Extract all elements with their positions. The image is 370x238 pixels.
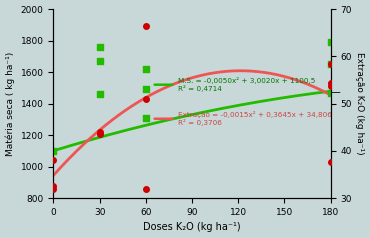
Point — [143, 25, 149, 28]
Point — [50, 159, 56, 162]
Point — [328, 40, 334, 44]
Point — [97, 132, 102, 135]
Point — [328, 84, 334, 88]
Point — [50, 184, 56, 188]
X-axis label: Doses K₂O (kg ha⁻¹): Doses K₂O (kg ha⁻¹) — [143, 223, 241, 233]
Point — [143, 88, 149, 91]
Point — [143, 67, 149, 71]
Point — [328, 62, 334, 66]
Y-axis label: Extração K₂O (kg ha⁻¹): Extração K₂O (kg ha⁻¹) — [356, 52, 364, 155]
Text: M.S. = -0,0050x² + 3,0020x + 1100,5
R² = 0,4714: M.S. = -0,0050x² + 3,0020x + 1100,5 R² =… — [178, 77, 316, 92]
Point — [50, 149, 56, 153]
Text: —: — — [331, 87, 340, 97]
Point — [328, 91, 334, 94]
Point — [328, 62, 334, 66]
Text: Extração = -0,0015x² + 0,3645x + 34,806
R² = 0,3706: Extração = -0,0015x² + 0,3645x + 34,806 … — [178, 111, 332, 126]
Point — [97, 45, 102, 49]
Point — [328, 160, 334, 164]
Point — [143, 97, 149, 101]
Point — [328, 81, 334, 85]
Point — [97, 92, 102, 96]
Point — [97, 59, 102, 63]
Y-axis label: Matéria seca ( kg ha⁻¹): Matéria seca ( kg ha⁻¹) — [6, 51, 15, 156]
Point — [143, 187, 149, 191]
Point — [143, 116, 149, 120]
Point — [50, 187, 56, 191]
Point — [97, 130, 102, 134]
